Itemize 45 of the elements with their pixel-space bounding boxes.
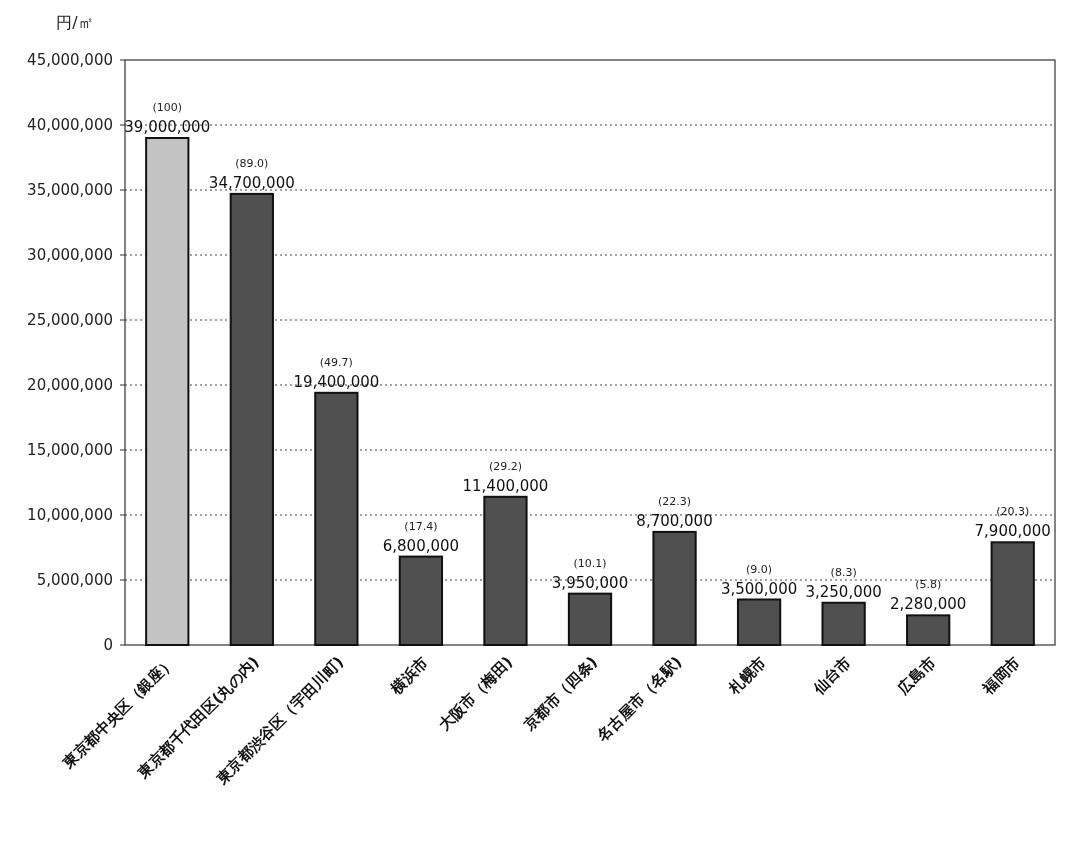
x-tick-label: 大阪市（梅田): [435, 653, 517, 735]
bar: [145, 137, 190, 646]
data-label: 11,400,000: [462, 476, 549, 495]
annotation: (89.0): [235, 156, 269, 170]
bar: [906, 614, 951, 646]
x-tick-label: 広島市: [893, 653, 940, 699]
data-label: 3,250,000: [805, 582, 882, 601]
data-label: 3,500,000: [720, 579, 798, 598]
data-label: 3,950,000: [551, 573, 629, 592]
x-tick-label: 仙台市: [809, 653, 855, 699]
y-tick-label: 35,000,000: [27, 181, 113, 199]
y-tick-label: 0: [103, 636, 113, 654]
bar: [398, 555, 444, 646]
y-tick-label: 5,000,000: [36, 571, 113, 589]
y-tick-label: 20,000,000: [27, 376, 113, 394]
x-tick-label: 札幌市: [724, 653, 770, 699]
annotation: (17.4): [404, 519, 438, 533]
bar: [567, 592, 613, 646]
x-tick-label: 横浜市: [386, 653, 432, 699]
annotation: (10.1): [573, 556, 607, 570]
y-tick-label: 45,000,000: [27, 51, 113, 69]
x-tick-label: 福岡市: [978, 653, 1024, 699]
data-label: 8,700,000: [636, 511, 713, 530]
data-label: 7,900,000: [974, 522, 1051, 541]
annotation: (9.0): [746, 562, 773, 576]
annotation: (20.3): [996, 505, 1030, 519]
data-label: 2,280,000: [890, 595, 967, 614]
annotation: (5.8): [915, 578, 942, 592]
annotation: (100): [152, 101, 183, 114]
y-tick-label: 10,000,000: [27, 506, 113, 524]
y-tick-label: 15,000,000: [27, 441, 113, 459]
annotation: (22.3): [658, 494, 692, 508]
bar: [736, 598, 782, 646]
y-axis-title: 円/㎡: [56, 13, 94, 32]
data-label: 39,000,000: [124, 118, 211, 136]
data-label: 34,700,000: [208, 173, 295, 192]
y-tick-label: 30,000,000: [27, 246, 113, 264]
annotation: (49.7): [319, 355, 353, 369]
y-tick-label: 40,000,000: [27, 116, 113, 134]
data-label: 6,800,000: [382, 536, 460, 555]
bar: [821, 601, 866, 646]
y-tick-label: 25,000,000: [27, 311, 113, 329]
annotation: (8.3): [830, 565, 857, 579]
data-label: 19,400,000: [293, 372, 380, 391]
annotation: (29.2): [488, 459, 522, 473]
